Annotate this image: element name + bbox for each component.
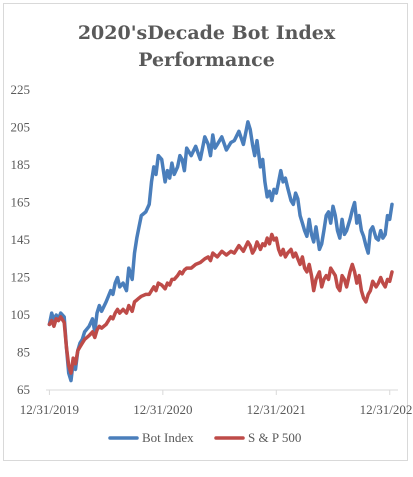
y-tick-label: 105 [11, 307, 31, 322]
x-tick-label: 12/31/2020 [133, 402, 192, 417]
legend-label-sp500: S & P 500 [248, 430, 301, 445]
chart-title-line-2: Performance [138, 49, 275, 71]
x-tick-label: 12/31/2019 [20, 402, 79, 417]
legend: Bot Index S & P 500 [108, 430, 301, 445]
y-tick-label: 65 [17, 382, 30, 397]
y-tick-label: 185 [11, 157, 31, 172]
chart-title: 2020'sDecade Bot Index Performance [4, 20, 409, 74]
y-axis: 65 85 105 125 145 165 185 205 225 [11, 82, 31, 397]
y-tick-label: 85 [17, 345, 30, 360]
legend-label-bot-index: Bot Index [142, 430, 194, 445]
y-tick-label: 225 [11, 82, 31, 97]
series-layer [47, 120, 394, 383]
series-line-bot-index [47, 120, 394, 383]
y-tick-label: 165 [11, 195, 31, 210]
y-tick-label: 205 [11, 120, 31, 135]
y-tick-label: 125 [11, 270, 31, 285]
chart-title-line-1: 2020'sDecade Bot Index [77, 22, 336, 44]
x-tick-label: 12/31/2021 [247, 402, 306, 417]
x-tick-label: 12/31/202 [360, 402, 413, 417]
x-axis: 12/31/2019 12/31/2020 12/31/2021 12/31/202 [20, 389, 413, 417]
y-tick-label: 145 [11, 232, 31, 247]
series-line-sp500 [47, 232, 394, 375]
